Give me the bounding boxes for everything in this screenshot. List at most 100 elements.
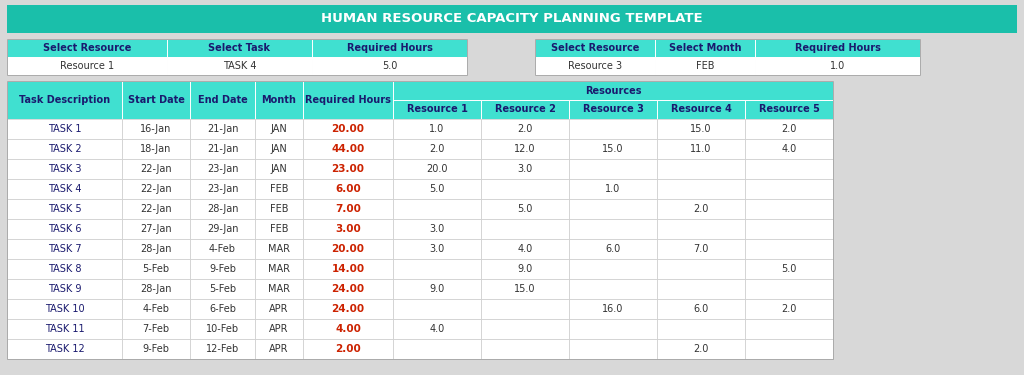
Text: FEB: FEB	[269, 224, 288, 234]
Text: Required Hours: Required Hours	[795, 43, 881, 53]
Bar	[481, 219, 569, 239]
Bar	[7, 219, 122, 239]
Text: 21-Jan: 21-Jan	[207, 144, 239, 154]
Bar	[657, 179, 745, 199]
Bar	[255, 199, 303, 219]
Text: 14.00: 14.00	[332, 264, 365, 274]
Text: 1.0: 1.0	[829, 61, 845, 71]
Text: JAN: JAN	[270, 124, 288, 134]
Bar	[745, 199, 833, 219]
Bar	[190, 259, 255, 279]
Text: MAR: MAR	[268, 284, 290, 294]
Bar	[657, 219, 745, 239]
Bar	[745, 159, 833, 179]
Text: 15.0: 15.0	[514, 284, 536, 294]
Bar	[657, 199, 745, 219]
Bar	[122, 299, 190, 319]
Text: TASK 4: TASK 4	[223, 61, 256, 71]
Text: 3.0: 3.0	[517, 164, 532, 174]
Bar	[190, 81, 255, 119]
Bar	[7, 299, 122, 319]
Text: 16-Jan: 16-Jan	[140, 124, 172, 134]
Text: 4.0: 4.0	[517, 244, 532, 254]
Text: Task Description: Task Description	[18, 95, 110, 105]
Text: Resource 3: Resource 3	[583, 105, 643, 114]
Bar	[481, 179, 569, 199]
Text: 5.0: 5.0	[429, 184, 444, 194]
Text: Resource 3: Resource 3	[568, 61, 622, 71]
Text: 3.0: 3.0	[429, 224, 444, 234]
Bar	[393, 219, 481, 239]
Bar	[303, 119, 393, 139]
Bar	[7, 319, 122, 339]
Bar	[569, 279, 657, 299]
Text: 2.0: 2.0	[429, 144, 444, 154]
Bar	[655, 39, 755, 57]
Bar	[481, 139, 569, 159]
Text: 2.0: 2.0	[693, 344, 709, 354]
Text: 5.0: 5.0	[382, 61, 397, 71]
Text: TASK 4: TASK 4	[48, 184, 81, 194]
Bar	[657, 159, 745, 179]
Text: 1.0: 1.0	[429, 124, 444, 134]
Text: 7.00: 7.00	[335, 204, 360, 214]
Bar	[481, 339, 569, 359]
Text: 29-Jan: 29-Jan	[207, 224, 239, 234]
Bar	[122, 81, 190, 119]
Text: 6.0: 6.0	[693, 304, 709, 314]
Bar	[190, 239, 255, 259]
Bar	[569, 199, 657, 219]
Bar	[190, 139, 255, 159]
Text: 5.0: 5.0	[517, 204, 532, 214]
Bar	[481, 259, 569, 279]
Bar	[657, 259, 745, 279]
Bar	[7, 159, 122, 179]
Bar	[7, 39, 167, 57]
Text: Select Month: Select Month	[669, 43, 741, 53]
Text: 2.00: 2.00	[335, 344, 360, 354]
Bar	[303, 279, 393, 299]
Text: 23-Jan: 23-Jan	[207, 184, 239, 194]
Bar	[745, 339, 833, 359]
Bar	[7, 81, 833, 359]
Bar	[569, 259, 657, 279]
Bar	[303, 179, 393, 199]
Bar	[745, 100, 833, 119]
Bar	[481, 319, 569, 339]
Bar	[569, 119, 657, 139]
Bar	[481, 119, 569, 139]
Bar	[122, 179, 190, 199]
Bar	[7, 39, 467, 75]
Text: TASK 1: TASK 1	[48, 124, 81, 134]
Text: Resource 2: Resource 2	[495, 105, 555, 114]
Text: Start Date: Start Date	[128, 95, 184, 105]
Text: 27-Jan: 27-Jan	[140, 224, 172, 234]
Text: 6.00: 6.00	[335, 184, 360, 194]
Text: TASK 2: TASK 2	[48, 144, 81, 154]
Text: Month: Month	[261, 95, 296, 105]
Text: 2.0: 2.0	[781, 304, 797, 314]
Text: TASK 11: TASK 11	[45, 324, 84, 334]
Bar	[393, 179, 481, 199]
Text: 23.00: 23.00	[332, 164, 365, 174]
Bar	[190, 279, 255, 299]
Bar	[167, 57, 312, 75]
Bar	[657, 139, 745, 159]
Bar	[303, 199, 393, 219]
Text: TASK 8: TASK 8	[48, 264, 81, 274]
Bar	[745, 239, 833, 259]
Bar	[569, 219, 657, 239]
Text: TASK 9: TASK 9	[48, 284, 81, 294]
Text: HUMAN RESOURCE CAPACITY PLANNING TEMPLATE: HUMAN RESOURCE CAPACITY PLANNING TEMPLAT…	[322, 12, 702, 26]
Text: Resources: Resources	[585, 86, 641, 96]
Bar	[657, 119, 745, 139]
Text: 20.00: 20.00	[332, 244, 365, 254]
Bar	[393, 159, 481, 179]
Bar	[303, 219, 393, 239]
Bar	[569, 179, 657, 199]
Text: Resource 1: Resource 1	[407, 105, 467, 114]
Bar	[7, 139, 122, 159]
Bar	[393, 279, 481, 299]
Bar	[255, 179, 303, 199]
Bar	[745, 319, 833, 339]
